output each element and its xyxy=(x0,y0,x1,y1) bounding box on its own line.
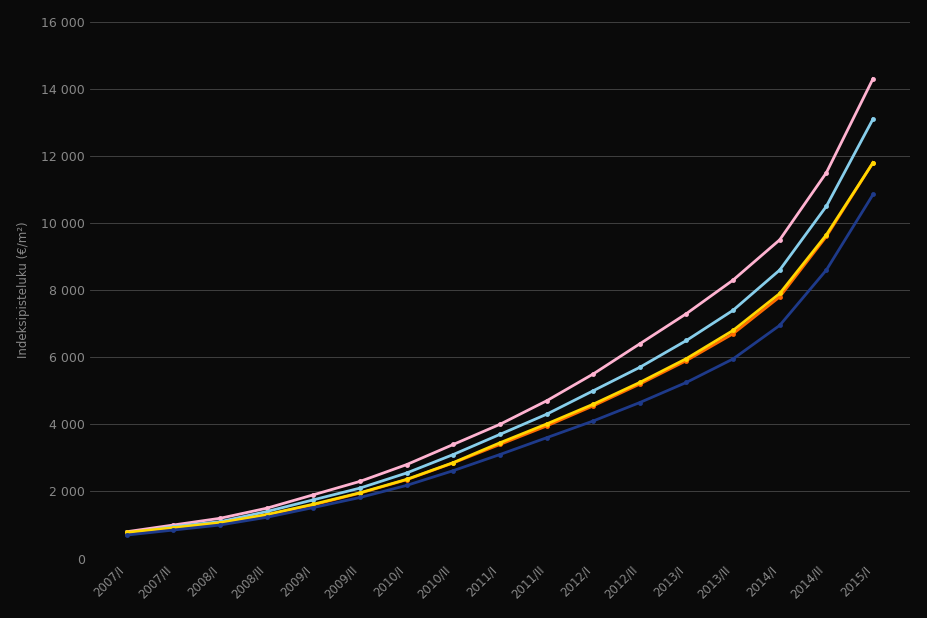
Y-axis label: Indeksipisteluku (€/m²): Indeksipisteluku (€/m²) xyxy=(17,222,30,358)
